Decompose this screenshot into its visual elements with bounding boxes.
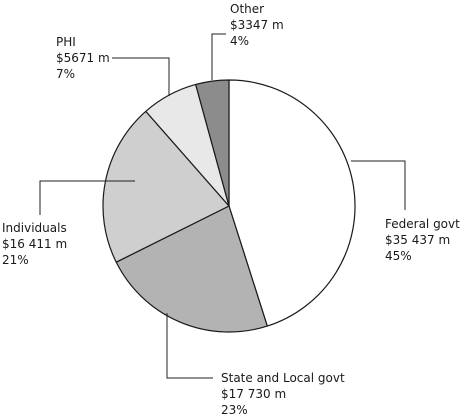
slice-name-state-local: State and Local govt	[221, 371, 345, 385]
pie-slice-individuals	[102, 110, 230, 263]
pie-slices	[102, 79, 356, 333]
slice-label-federal: Federal govt $35 437 m 45%	[385, 217, 463, 263]
pie-slice-state-local	[115, 205, 268, 333]
slice-name-federal: Federal govt	[385, 217, 460, 231]
slice-label-other: Other $3347 m 4%	[230, 2, 288, 48]
pie-slice-other	[195, 79, 230, 207]
leader-line-individuals	[39, 180, 135, 215]
leader-line-phi	[112, 57, 170, 96]
slice-amount-state-local: $17 730 m	[221, 387, 286, 401]
slice-amount-other: $3347 m	[230, 18, 284, 32]
slice-label-state-local: State and Local govt $17 730 m 23%	[221, 371, 348, 417]
slice-amount-federal: $35 437 m	[385, 233, 450, 247]
slice-percent-phi: 7%	[56, 67, 75, 81]
slice-percent-other: 4%	[230, 34, 249, 48]
leader-line-other	[211, 33, 226, 80]
leader-line-state-local	[166, 313, 213, 379]
leader-line-federal	[351, 160, 406, 210]
slice-percent-federal: 45%	[385, 249, 412, 263]
slice-percent-state-local: 23%	[221, 403, 248, 417]
slice-name-phi: PHI	[56, 35, 76, 49]
slice-name-individuals: Individuals	[2, 221, 67, 235]
pie-slice-federal	[228, 79, 356, 327]
slice-amount-individuals: $16 411 m	[2, 237, 67, 251]
slice-label-phi: PHI $5671 m 7%	[56, 35, 114, 81]
slice-percent-individuals: 21%	[2, 253, 29, 267]
slice-label-individuals: Individuals $16 411 m 21%	[2, 221, 71, 267]
slice-amount-phi: $5671 m	[56, 51, 110, 65]
slice-name-other: Other	[230, 2, 264, 16]
